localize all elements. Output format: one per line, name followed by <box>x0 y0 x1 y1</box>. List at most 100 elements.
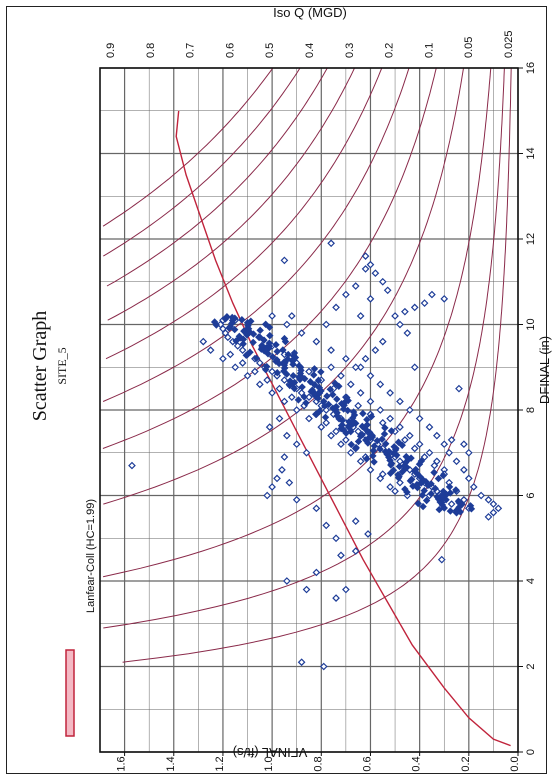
data-point <box>238 359 247 367</box>
data-point <box>275 384 284 393</box>
data-point <box>279 346 287 354</box>
data-point <box>356 389 365 397</box>
iso-q-label: 0.3 <box>344 43 356 58</box>
data-point <box>302 399 310 407</box>
x-tick-label: 10 <box>525 318 537 330</box>
data-point <box>403 329 412 337</box>
data-point <box>412 465 420 474</box>
iso-q-label: 0.05 <box>463 37 475 58</box>
chart-subtitle: SITE_5 <box>55 347 69 384</box>
data-point <box>308 386 317 394</box>
iso-q-label: 0.8 <box>145 43 157 58</box>
data-point <box>351 282 360 290</box>
data-point <box>273 368 281 377</box>
data-point <box>327 346 335 354</box>
data-point <box>361 354 370 363</box>
data-point <box>263 376 272 384</box>
data-point <box>376 445 384 453</box>
iso-q-label: 0.1 <box>423 43 435 58</box>
data-point <box>366 295 375 303</box>
data-point <box>366 466 375 474</box>
data-point <box>289 360 297 369</box>
data-point <box>382 440 390 448</box>
data-point <box>305 367 313 376</box>
data-point <box>365 428 374 437</box>
iso-q-curve <box>102 67 274 227</box>
data-point <box>223 312 231 321</box>
data-point <box>320 397 328 406</box>
data-point <box>287 312 296 320</box>
data-point <box>263 491 272 500</box>
data-point <box>268 389 276 397</box>
data-point <box>261 320 270 328</box>
data-point <box>324 400 333 409</box>
data-point <box>286 377 294 385</box>
data-point <box>446 489 455 497</box>
data-point <box>447 500 456 508</box>
data-point <box>283 577 291 585</box>
iso-q-curve <box>122 67 512 663</box>
data-point <box>369 452 377 460</box>
data-point <box>361 265 370 273</box>
data-point <box>219 354 227 363</box>
data-point <box>351 517 360 525</box>
data-point <box>230 325 239 334</box>
data-point <box>447 436 456 444</box>
data-point <box>396 397 404 406</box>
data-point <box>246 348 254 356</box>
y-axis-label: VFINAL (ft/s) <box>233 745 308 760</box>
iso-q-curve <box>102 67 437 449</box>
y-tick-label: 0.4 <box>411 756 423 771</box>
legend-swatch <box>65 649 75 737</box>
data-point <box>255 380 264 389</box>
data-point <box>363 421 371 429</box>
data-point <box>247 317 255 325</box>
iso-q-curve <box>105 67 383 360</box>
data-point <box>310 371 318 379</box>
data-point <box>298 383 306 391</box>
data-point <box>410 363 419 372</box>
data-point <box>417 457 426 465</box>
data-point <box>349 408 358 416</box>
data-point <box>430 461 439 470</box>
data-point <box>226 350 235 359</box>
data-point <box>469 483 478 491</box>
data-point <box>445 448 454 457</box>
y-tick-label: 1.6 <box>116 756 128 771</box>
data-point <box>370 458 378 466</box>
data-point <box>428 290 436 299</box>
data-point <box>292 406 301 414</box>
data-point <box>391 312 399 320</box>
data-point <box>420 486 428 495</box>
data-point <box>394 438 403 446</box>
data-point <box>460 440 468 449</box>
data-point <box>322 521 331 530</box>
data-point <box>342 585 350 594</box>
data-point <box>455 384 463 393</box>
data-point <box>287 393 296 402</box>
data-point <box>322 418 331 427</box>
y-tick-label: 1.0 <box>263 756 275 771</box>
data-point <box>264 350 272 358</box>
iso-q-curve <box>102 67 492 578</box>
data-point <box>238 316 246 324</box>
data-point <box>484 513 493 521</box>
data-point <box>427 489 435 498</box>
iso-q-label: 0.025 <box>503 30 515 58</box>
data-point <box>312 504 321 513</box>
data-point <box>302 585 311 594</box>
data-point <box>410 444 419 453</box>
data-point <box>394 471 402 479</box>
data-point <box>370 442 379 450</box>
data-point <box>263 362 271 371</box>
iso-q-curve <box>103 67 505 629</box>
data-point <box>464 474 473 483</box>
data-point <box>305 414 313 423</box>
data-point <box>268 353 277 361</box>
data-point <box>401 436 409 444</box>
data-point <box>232 337 240 345</box>
data-point <box>343 393 351 402</box>
data-point <box>402 452 410 461</box>
chart-title: Scatter Graph <box>29 311 51 422</box>
data-point <box>260 336 268 344</box>
